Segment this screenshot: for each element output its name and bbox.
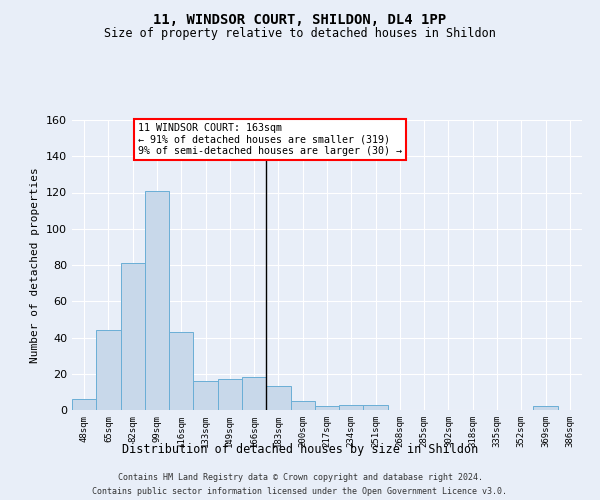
Bar (169, 332, 193, 410)
Y-axis label: Number of detached properties: Number of detached properties (31, 167, 40, 363)
Bar (242, 378, 266, 410)
Bar (193, 381, 218, 410)
Bar (315, 406, 339, 410)
Text: Contains public sector information licensed under the Open Government Licence v3: Contains public sector information licen… (92, 488, 508, 496)
Text: 11, WINDSOR COURT, SHILDON, DL4 1PP: 11, WINDSOR COURT, SHILDON, DL4 1PP (154, 12, 446, 26)
Bar (290, 401, 315, 410)
Bar (72, 399, 96, 410)
Bar (533, 406, 558, 410)
Bar (145, 190, 169, 410)
Bar (364, 404, 388, 410)
Text: 11 WINDSOR COURT: 163sqm
← 91% of detached houses are smaller (319)
9% of semi-d: 11 WINDSOR COURT: 163sqm ← 91% of detach… (139, 123, 403, 156)
Bar (339, 404, 364, 410)
Text: Size of property relative to detached houses in Shildon: Size of property relative to detached ho… (104, 28, 496, 40)
Text: Contains HM Land Registry data © Crown copyright and database right 2024.: Contains HM Land Registry data © Crown c… (118, 472, 482, 482)
Bar (218, 379, 242, 410)
Bar (121, 263, 145, 410)
Bar (96, 330, 121, 410)
Text: Distribution of detached houses by size in Shildon: Distribution of detached houses by size … (122, 442, 478, 456)
Bar (266, 386, 290, 410)
